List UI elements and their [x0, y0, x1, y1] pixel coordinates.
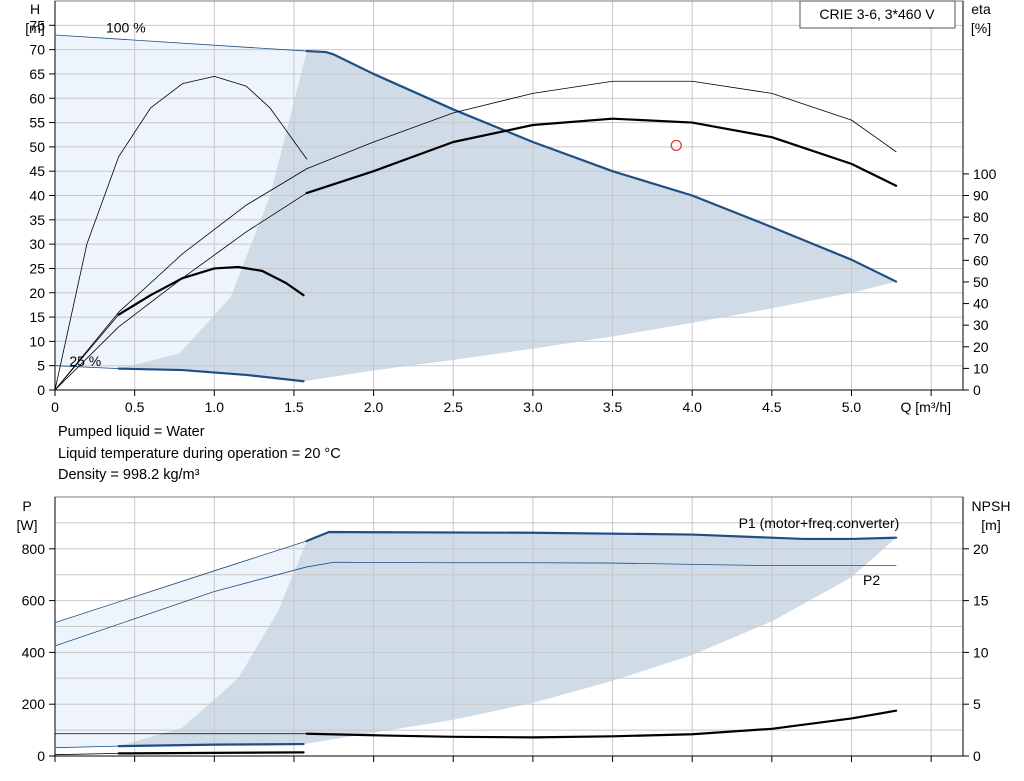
head-panel-y2-tick-label: 30 — [973, 317, 989, 333]
head-panel-curve-eta-lower-thin — [54, 80, 897, 391]
head-panel-y-tick-label: 30 — [29, 236, 45, 252]
power-panel-curve-p2-25 — [117, 751, 305, 755]
x-tick-label: 4.5 — [762, 399, 782, 415]
head-panel-curve-head-100 — [305, 49, 898, 283]
x-tick-label: 1.5 — [284, 399, 304, 415]
head-panel-y2-axis-label: eta — [971, 1, 991, 17]
x-tick-label: 3.0 — [523, 399, 543, 415]
head-panel-y-tick-label: 40 — [29, 188, 45, 204]
head-panel-curve-eta-25 — [117, 265, 305, 316]
power-panel-curve-p2-100 — [54, 561, 897, 647]
head-panel-y2-tick-label: 100 — [973, 166, 997, 182]
head-panel-y-tick-label: 60 — [29, 90, 45, 106]
head-panel-low-speed-area — [55, 35, 307, 369]
power-panel-y2-tick-label: 20 — [973, 541, 989, 557]
head-panel-y-tick-label: 5 — [37, 358, 45, 374]
pump-title-box — [799, 0, 956, 29]
head-panel-y-axis-label: [m] — [25, 20, 44, 36]
speed-label: 100 % — [106, 20, 146, 36]
head-panel-y-tick-label: 65 — [29, 66, 45, 82]
power-panel-curve-p1-25-ext — [54, 745, 120, 749]
power-panel-y-tick-label: 800 — [22, 541, 46, 557]
x-tick-label: 3.5 — [603, 399, 623, 415]
head-panel-curve-head-25-ext — [54, 365, 120, 370]
power-legend-label: P1 (motor+freq.converter) — [739, 515, 900, 531]
head-panel-y2-tick-label: 60 — [973, 252, 989, 268]
head-panel-y2-tick-label: 90 — [973, 188, 989, 204]
head-panel-curve-eta-100 — [305, 117, 898, 195]
power-panel-curve-npsh — [305, 709, 898, 739]
power-panel-operating-area — [118, 531, 897, 747]
head-panel-y2-tick-label: 70 — [973, 231, 989, 247]
head-panel-operating-area — [118, 51, 897, 382]
x-tick-label: 0.5 — [125, 399, 145, 415]
head-panel-curve-head-25 — [117, 367, 305, 383]
x-tick-label: 1.0 — [205, 399, 225, 415]
head-panel-y-tick-label: 70 — [29, 42, 45, 58]
head-panel-y2-tick-label: 80 — [973, 209, 989, 225]
head-panel-y-tick-label: 10 — [29, 333, 45, 349]
head-panel-y-tick-label: 0 — [37, 382, 45, 398]
speed-label: 25 % — [69, 353, 101, 369]
head-panel-y-tick-label: 20 — [29, 285, 45, 301]
power-panel-y2-axis-label: NPSH — [972, 498, 1011, 514]
power-panel-y2-tick-label: 0 — [973, 748, 981, 764]
x-tick-label: 4.0 — [682, 399, 702, 415]
x-axis-label: Q [m³/h] — [900, 399, 951, 415]
head-panel-y2-tick-label: 50 — [973, 274, 989, 290]
power-panel-curve-p1-100 — [305, 530, 898, 543]
head-panel-y2-tick-label: 0 — [973, 382, 981, 398]
head-panel-y-tick-label: 25 — [29, 260, 45, 276]
power-legend-label: P2 — [863, 572, 880, 588]
head-panel-y2-tick-label: 40 — [973, 296, 989, 312]
x-tick-label: 5.0 — [842, 399, 862, 415]
x-tick-label: 2.0 — [364, 399, 384, 415]
x-tick-label: 0 — [51, 399, 59, 415]
power-panel-curve-p2-25-ext — [54, 753, 120, 756]
power-panel-y-tick-label: 600 — [22, 593, 46, 609]
info-pumped-liquid: Pumped liquid = Water — [58, 424, 205, 440]
head-panel-y2-tick-label: 10 — [973, 360, 989, 376]
power-panel-y2-tick-label: 15 — [973, 593, 989, 609]
head-panel-y-tick-label: 15 — [29, 309, 45, 325]
head-panel-curve-head-100-ext — [54, 34, 308, 52]
head-panel-y-tick-label: 50 — [29, 139, 45, 155]
head-panel-y-axis-label: H — [30, 1, 40, 17]
power-panel-y2-tick-label: 10 — [973, 644, 989, 660]
power-panel-y-axis-label: [W] — [17, 517, 38, 533]
info-density: Density = 998.2 kg/m³ — [58, 467, 200, 483]
head-panel-curve-eta-arc-thin — [54, 75, 308, 391]
power-panel-y2-tick-label: 5 — [973, 696, 981, 712]
x-tick-label: 2.5 — [444, 399, 464, 415]
duty-point-marker — [670, 139, 682, 152]
power-panel-y-tick-label: 200 — [22, 696, 46, 712]
head-panel-y-tick-label: 35 — [29, 212, 45, 228]
power-panel-curve-p1-25 — [117, 742, 305, 748]
head-panel-y2-tick-label: 20 — [973, 339, 989, 355]
head-panel-y-tick-label: 75 — [29, 17, 45, 33]
power-panel-low-speed-area — [55, 541, 307, 748]
pump-title: CRIE 3-6, 3*460 V — [819, 6, 935, 22]
power-panel-y2-axis-label: [m] — [981, 517, 1000, 533]
head-panel-y-tick-label: 45 — [29, 163, 45, 179]
power-panel-curve-p1-100-ext — [54, 540, 308, 624]
info-liquid-temperature: Liquid temperature during operation = 20… — [58, 446, 341, 462]
power-panel-y-axis-label: P — [22, 498, 31, 514]
head-panel-y2-axis-label: [%] — [971, 20, 991, 36]
power-panel-y-tick-label: 400 — [22, 644, 46, 660]
head-panel-y-tick-label: 55 — [29, 115, 45, 131]
power-panel-y-tick-label: 0 — [37, 748, 45, 764]
